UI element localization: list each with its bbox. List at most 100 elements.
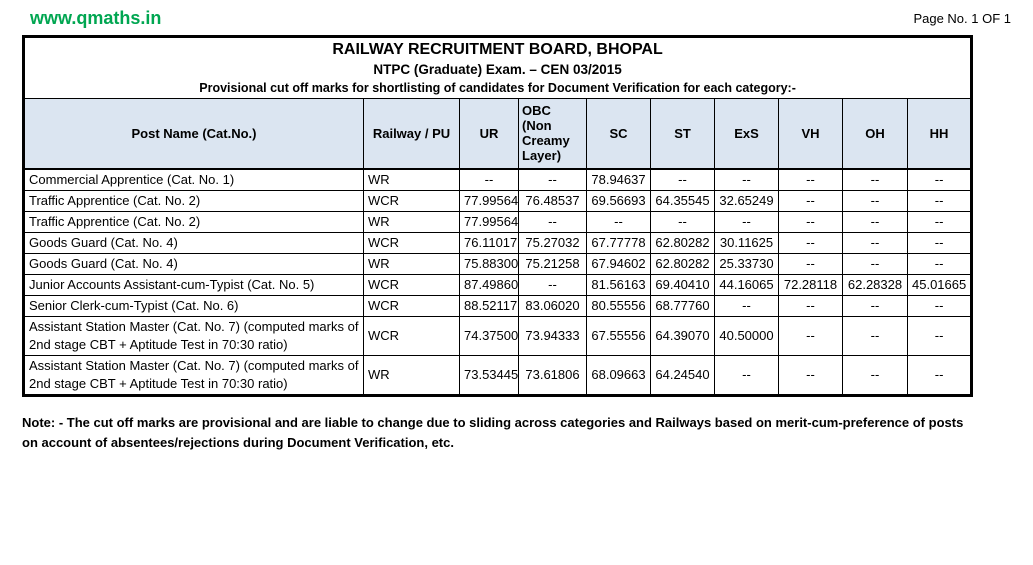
table-row: Goods Guard (Cat. No. 4) WCR 76.11017 75.27…	[23, 231, 973, 254]
mark-cell: 67.55556	[586, 315, 651, 356]
mark-cell: 73.61806	[518, 354, 587, 396]
post-name-cell: Senior Clerk-cum-Typist (Cat. No. 6)	[23, 294, 364, 317]
mark-cell: --	[842, 231, 908, 254]
mark-cell: 81.56163	[586, 273, 651, 296]
mark-cell: --	[778, 252, 843, 275]
mark-cell: 45.01665	[906, 273, 973, 296]
mark-cell: 32.65249	[714, 189, 779, 212]
mark-cell: --	[906, 354, 973, 396]
mark-cell: --	[778, 168, 843, 191]
mark-cell: 64.35545	[650, 189, 715, 212]
site-watermark: www.qmaths.in	[30, 8, 162, 28]
column-header-exs: ExS	[714, 98, 779, 170]
column-header-st: ST	[650, 98, 715, 170]
mark-cell: 40.50000	[714, 315, 779, 356]
post-name-cell: Assistant Station Master (Cat. No. 7) (c…	[23, 354, 364, 396]
mark-cell: 73.94333	[518, 315, 587, 356]
mark-cell: --	[778, 354, 843, 396]
mark-cell: --	[842, 354, 908, 396]
post-name-cell: Traffic Apprentice (Cat. No. 2)	[23, 210, 364, 233]
railway-cell: WCR	[363, 231, 460, 254]
mark-cell: 62.28328	[842, 273, 908, 296]
mark-cell: --	[778, 315, 843, 356]
railway-cell: WCR	[363, 189, 460, 212]
railway-cell: WR	[363, 252, 460, 275]
table-title: RAILWAY RECRUITMENT BOARD, BHOPAL	[332, 41, 663, 58]
railway-cell: WR	[363, 354, 460, 396]
mark-cell: --	[650, 168, 715, 191]
title-block: RAILWAY RECRUITMENT BOARD, BHOPAL NTPC (…	[22, 36, 973, 99]
mark-cell: 69.40410	[650, 273, 715, 296]
railway-cell: WCR	[363, 315, 460, 356]
column-header-row: Post Name (Cat.No.) Railway / PU UR OBC (No…	[23, 98, 973, 170]
post-name-cell: Junior Accounts Assistant-cum-Typist (Ca…	[23, 273, 364, 296]
table-row: Assistant Station Master (Cat. No. 7) (c…	[23, 315, 973, 356]
mark-cell: --	[518, 210, 587, 233]
mark-cell: --	[906, 252, 973, 275]
mark-cell: 87.49860	[459, 273, 519, 296]
mark-cell: 62.80282	[650, 252, 715, 275]
mark-cell: --	[906, 231, 973, 254]
railway-cell: WCR	[363, 294, 460, 317]
table-row: Commercial Apprentice (Cat. No. 1) WR -- --…	[23, 168, 973, 191]
mark-cell: --	[778, 231, 843, 254]
post-name-cell: Traffic Apprentice (Cat. No. 2)	[23, 189, 364, 212]
column-header-post-name-cat-no: Post Name (Cat.No.)	[23, 98, 364, 170]
mark-cell: 77.99564	[459, 210, 519, 233]
mark-cell: --	[842, 315, 908, 356]
mark-cell: 75.88300	[459, 252, 519, 275]
mark-cell: --	[842, 168, 908, 191]
mark-cell: 73.53445	[459, 354, 519, 396]
mark-cell: 44.16065	[714, 273, 779, 296]
post-name-cell: Goods Guard (Cat. No. 4)	[23, 252, 364, 275]
mark-cell: --	[906, 189, 973, 212]
mark-cell: --	[842, 210, 908, 233]
table-row: Traffic Apprentice (Cat. No. 2) WCR 77.995…	[23, 189, 973, 212]
column-header-vh: VH	[778, 98, 843, 170]
cutoff-table: RAILWAY RECRUITMENT BOARD, BHOPAL NTPC (…	[22, 35, 974, 397]
mark-cell: 83.06020	[518, 294, 587, 317]
mark-cell: --	[459, 168, 519, 191]
mark-cell: 80.55556	[586, 294, 651, 317]
railway-cell: WR	[363, 210, 460, 233]
column-header-sc: SC	[586, 98, 651, 170]
post-name-cell: Assistant Station Master (Cat. No. 7) (c…	[23, 315, 364, 356]
mark-cell: --	[586, 210, 651, 233]
railway-cell: WCR	[363, 273, 460, 296]
mark-cell: --	[906, 315, 973, 356]
mark-cell: --	[842, 189, 908, 212]
column-header-oh: OH	[842, 98, 908, 170]
mark-cell: 78.94637	[586, 168, 651, 191]
table-row: Junior Accounts Assistant-cum-Typist (Ca…	[23, 273, 973, 296]
mark-cell: --	[714, 294, 779, 317]
mark-cell: --	[518, 168, 587, 191]
mark-cell: --	[714, 210, 779, 233]
mark-cell: --	[778, 210, 843, 233]
mark-cell: 67.77778	[586, 231, 651, 254]
railway-cell: WR	[363, 168, 460, 191]
title-row: RAILWAY RECRUITMENT BOARD, BHOPAL NTPC (…	[22, 36, 973, 99]
mark-cell: --	[778, 294, 843, 317]
mark-cell: 25.33730	[714, 252, 779, 275]
table-subtitle: NTPC (Graduate) Exam. – CEN 03/2015	[373, 62, 622, 77]
mark-cell: 68.77760	[650, 294, 715, 317]
mark-cell: 64.24540	[650, 354, 715, 396]
footnote: Note: - The cut off marks are provisiona…	[22, 414, 964, 450]
column-header-railway-pu: Railway / PU	[363, 98, 460, 170]
mark-cell: 74.37500	[459, 315, 519, 356]
mark-cell: --	[906, 168, 973, 191]
post-name-cell: Commercial Apprentice (Cat. No. 1)	[23, 168, 364, 191]
table-row: Traffic Apprentice (Cat. No. 2) WR 77.9956…	[23, 210, 973, 233]
mark-cell: 62.80282	[650, 231, 715, 254]
column-header-hh: HH	[906, 98, 973, 170]
mark-cell: 76.11017	[459, 231, 519, 254]
mark-cell: --	[906, 210, 973, 233]
mark-cell: 68.09663	[586, 354, 651, 396]
table-row: Goods Guard (Cat. No. 4) WR 75.88300 75.212…	[23, 252, 973, 275]
mark-cell: 72.28118	[778, 273, 843, 296]
table-caption: Provisional cut off marks for shortlisti…	[199, 81, 796, 95]
mark-cell: --	[842, 294, 908, 317]
mark-cell: 75.21258	[518, 252, 587, 275]
column-header-obc-non-creamy-layer: OBC (Non Creamy Layer)	[518, 98, 587, 170]
